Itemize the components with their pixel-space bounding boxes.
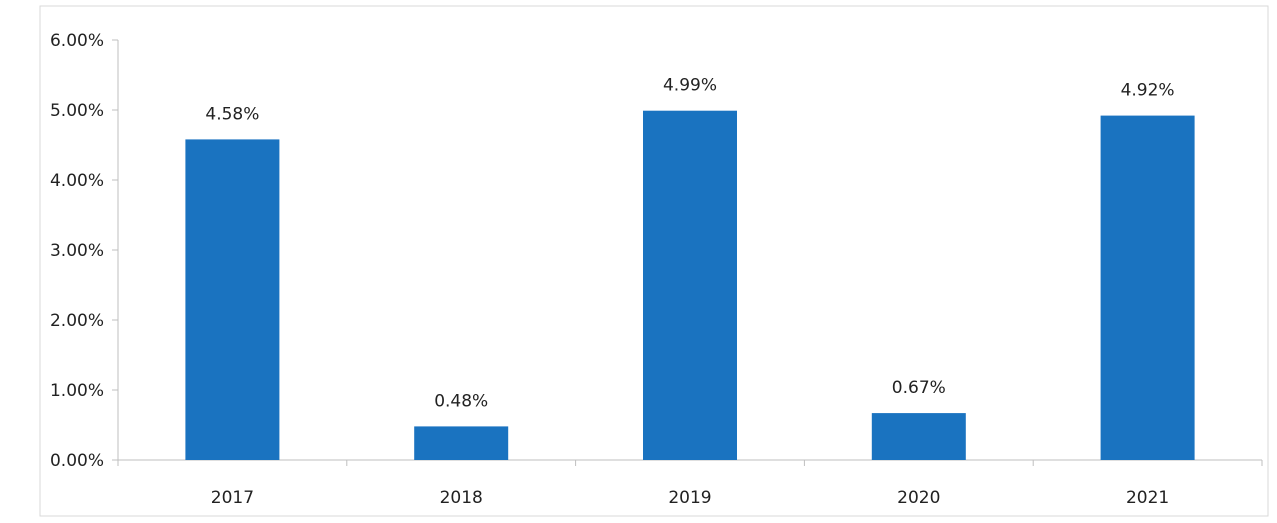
x-tick-label-2020: 2020	[897, 488, 940, 508]
y-tick-label: 5.00%	[50, 101, 104, 121]
data-label-2021: 4.92%	[1121, 81, 1175, 101]
x-axis: 2017 2018 2019 2020 2021	[117, 459, 1263, 508]
chart-frame	[39, 5, 1269, 517]
y-tick-label: 3.00%	[50, 241, 104, 261]
x-tick-label-2019: 2019	[668, 488, 711, 508]
data-label-2018: 0.48%	[434, 391, 488, 411]
bar-2017	[185, 139, 280, 460]
data-label-2019: 4.99%	[663, 76, 717, 96]
y-tick-label: 0.00%	[50, 451, 104, 471]
bar-2019	[643, 110, 737, 460]
bars	[185, 110, 1195, 460]
x-tick-label-2017: 2017	[211, 488, 254, 508]
data-label-2020: 0.67%	[892, 378, 946, 398]
x-tick-label-2021: 2021	[1126, 488, 1169, 508]
y-axis: 0.00% 1.00% 2.00% 3.00% 4.00% 5.00% 6.00%	[50, 31, 119, 471]
bar-2018	[414, 426, 509, 460]
bar-2021	[1100, 115, 1195, 460]
y-tick-label: 4.00%	[50, 171, 104, 191]
x-tick-label-2018: 2018	[440, 488, 483, 508]
data-label-2017: 4.58%	[205, 104, 259, 124]
y-tick-label: 2.00%	[50, 311, 104, 331]
y-tick-label: 1.00%	[50, 381, 104, 401]
data-labels: 4.58% 0.48% 4.99% 0.67% 4.92%	[205, 76, 1174, 412]
bar-2020	[871, 413, 966, 460]
y-tick-label: 6.00%	[50, 31, 104, 51]
